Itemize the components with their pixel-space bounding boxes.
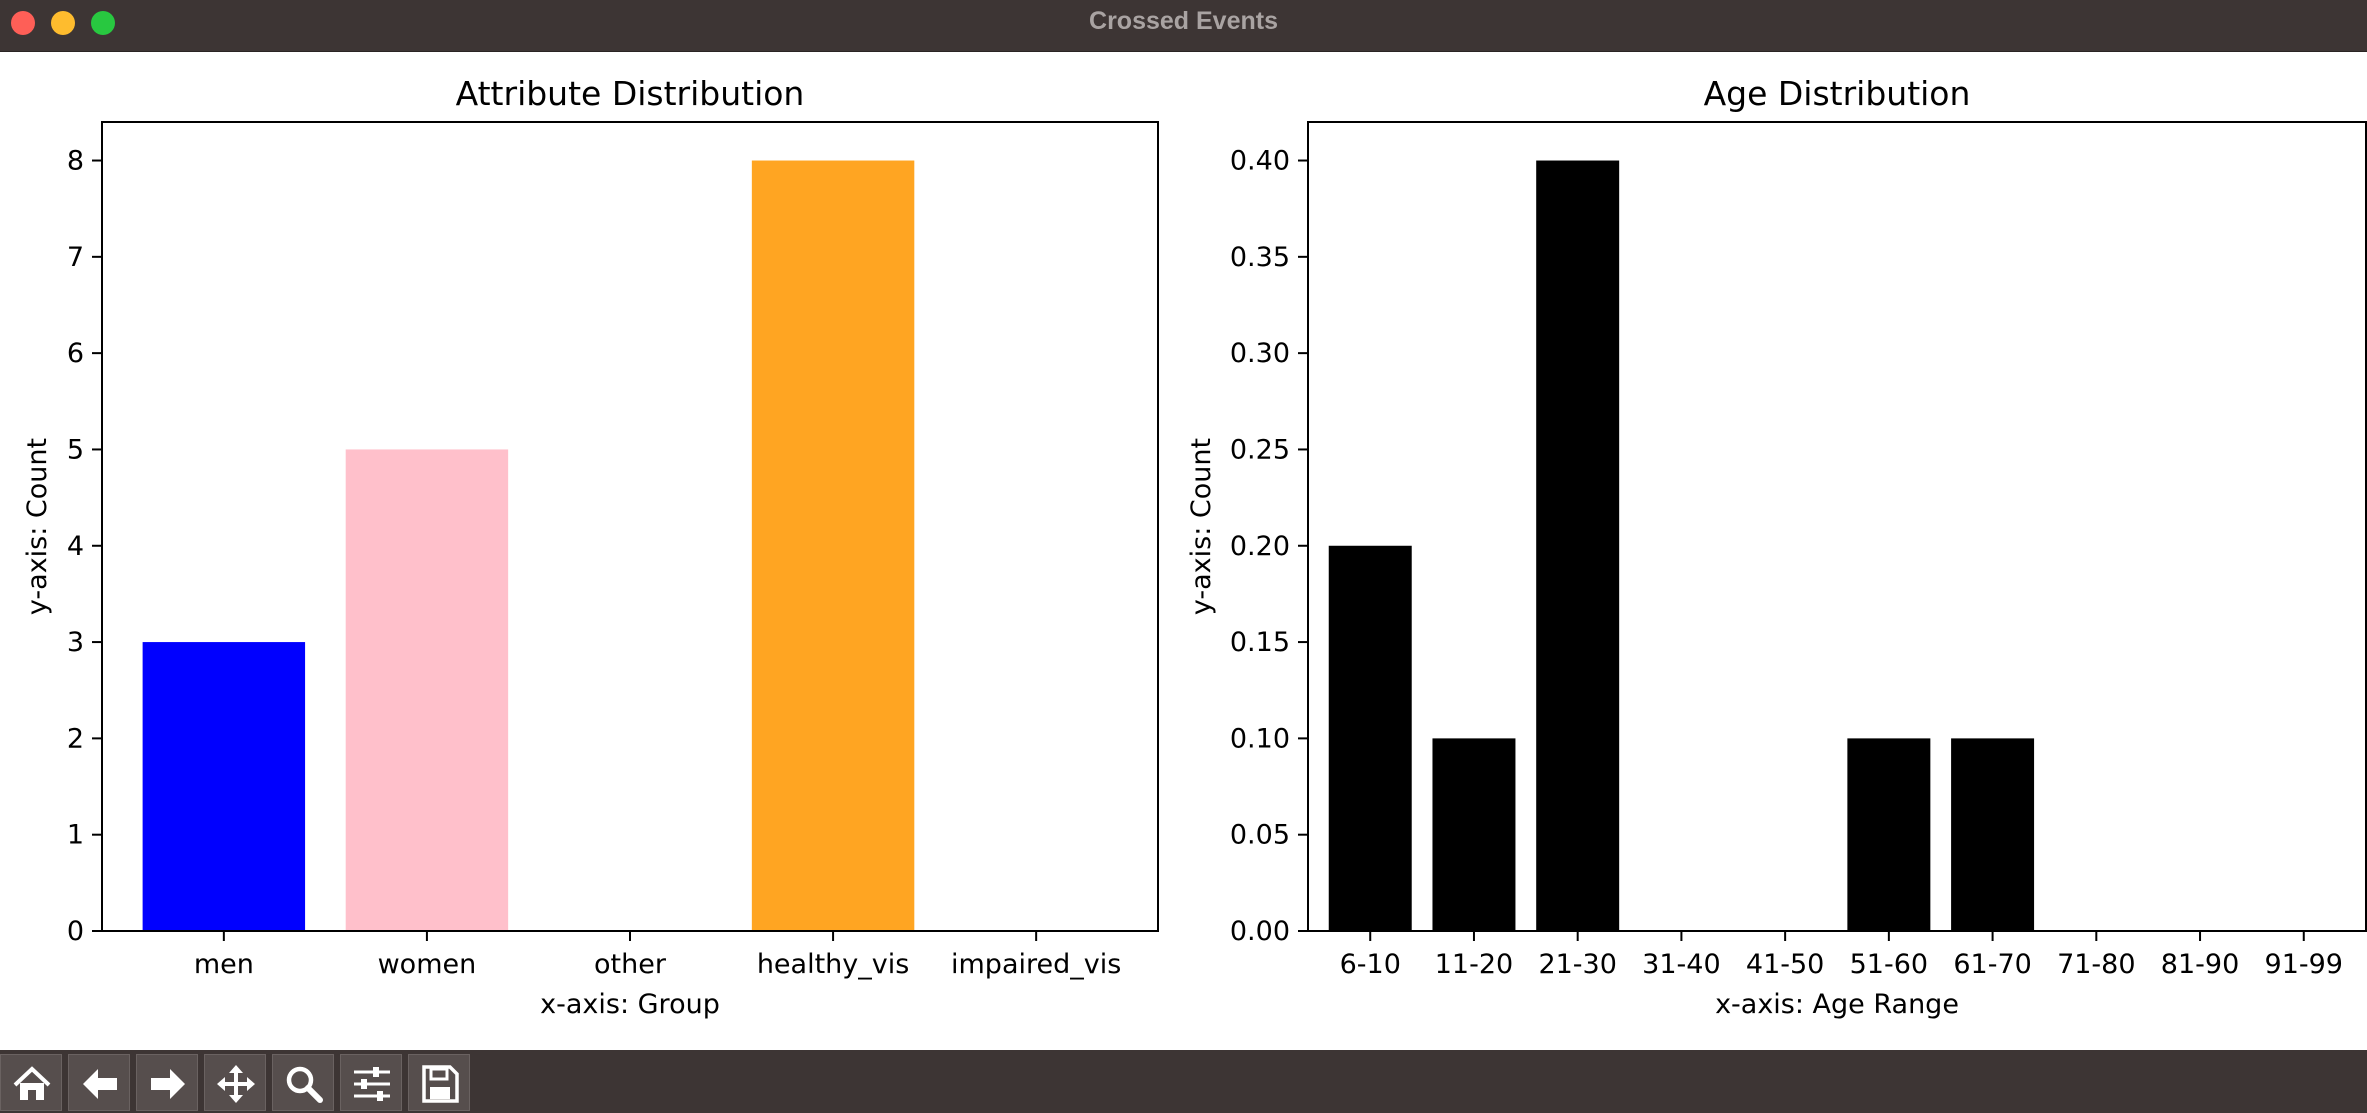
x-tick-label: 31-40 bbox=[1642, 949, 1720, 980]
home-button[interactable] bbox=[0, 1054, 62, 1111]
y-tick-label: 0.25 bbox=[1230, 434, 1290, 465]
bar-6-10 bbox=[1328, 545, 1412, 931]
y-tick-label: 7 bbox=[67, 242, 84, 273]
bar-51-60 bbox=[1847, 738, 1931, 931]
x-tick-label: women bbox=[378, 949, 477, 980]
y-tick-label: 0.00 bbox=[1230, 916, 1290, 947]
y-tick-label: 0.05 bbox=[1230, 820, 1290, 851]
x-tick-label: 6-10 bbox=[1340, 949, 1401, 980]
y-tick-label: 1 bbox=[67, 820, 84, 851]
y-tick-label: 6 bbox=[67, 338, 84, 369]
x-tick-label: 91-99 bbox=[2265, 949, 2343, 980]
bar-men bbox=[142, 642, 306, 931]
close-window-button[interactable] bbox=[11, 11, 35, 35]
x-tick-label: men bbox=[194, 949, 254, 980]
y-tick-label: 0.35 bbox=[1230, 242, 1290, 273]
bar-21-30 bbox=[1536, 160, 1620, 931]
x-tick-label: 81-90 bbox=[2161, 949, 2239, 980]
x-tick-label: impaired_vis bbox=[951, 949, 1121, 980]
x-tick-label: 21-30 bbox=[1538, 949, 1616, 980]
x-tick-label: 51-60 bbox=[1850, 949, 1928, 980]
x-tick-label: 11-20 bbox=[1435, 949, 1513, 980]
forward-button[interactable] bbox=[136, 1054, 198, 1111]
chart-title: Age Distribution bbox=[1704, 74, 1971, 113]
forward-arrow-icon bbox=[151, 1069, 185, 1099]
pan-button[interactable] bbox=[204, 1054, 266, 1111]
minimize-window-button[interactable] bbox=[51, 11, 75, 35]
y-tick-label: 4 bbox=[67, 531, 84, 562]
zoom-magnifier-icon bbox=[286, 1066, 323, 1103]
chart-title: Attribute Distribution bbox=[456, 74, 805, 113]
bar-61-70 bbox=[1951, 738, 2035, 931]
pan-move-icon bbox=[217, 1065, 255, 1103]
back-arrow-icon bbox=[83, 1069, 117, 1099]
save-button[interactable] bbox=[408, 1054, 470, 1111]
axes-frame bbox=[1307, 121, 2367, 932]
home-icon bbox=[13, 1066, 51, 1100]
navigation-toolbar bbox=[0, 1050, 2367, 1113]
y-tick-label: 0.20 bbox=[1230, 531, 1290, 562]
configure-subplots-button[interactable] bbox=[340, 1054, 402, 1111]
y-tick-label: 0.40 bbox=[1230, 146, 1290, 177]
x-axis-label: x-axis: Group bbox=[540, 989, 720, 1020]
y-tick-label: 8 bbox=[67, 146, 84, 177]
bar-11-20 bbox=[1432, 738, 1516, 931]
back-button[interactable] bbox=[68, 1054, 130, 1111]
y-tick-label: 5 bbox=[67, 434, 84, 465]
x-tick-label: other bbox=[594, 949, 667, 980]
x-tick-label: 61-70 bbox=[1953, 949, 2031, 980]
x-axis-label: x-axis: Age Range bbox=[1715, 989, 1959, 1020]
window-title: Crossed Events bbox=[1089, 7, 1278, 35]
bar-healthy_vis bbox=[751, 160, 915, 931]
y-tick-label: 0 bbox=[67, 916, 84, 947]
configure-subplots-icon bbox=[354, 1067, 390, 1101]
save-floppy-icon bbox=[422, 1065, 459, 1103]
figure-canvas[interactable]: 0 1 2 3 4 5 6 7 8 men women other healthy_vis impaire… bbox=[0, 52, 2367, 1050]
y-tick-label: 3 bbox=[67, 627, 84, 658]
x-tick-label: 41-50 bbox=[1746, 949, 1824, 980]
y-tick-label: 0.15 bbox=[1230, 627, 1290, 658]
maximize-window-button[interactable] bbox=[91, 11, 115, 35]
y-axis-label: y-axis: Count bbox=[1186, 438, 1217, 615]
y-tick-label: 2 bbox=[67, 723, 84, 754]
figure-svg: 0 1 2 3 4 5 6 7 8 men women other healthy_vis impaire… bbox=[22, 74, 2367, 1020]
zoom-button[interactable] bbox=[272, 1054, 334, 1111]
x-tick-label: healthy_vis bbox=[757, 949, 910, 980]
bar-women bbox=[345, 449, 509, 931]
y-tick-label: 0.30 bbox=[1230, 338, 1290, 369]
y-tick-label: 0.10 bbox=[1230, 723, 1290, 754]
title-bar: Crossed Events bbox=[0, 0, 2367, 52]
x-tick-label: 71-80 bbox=[2057, 949, 2135, 980]
y-axis-label: y-axis: Count bbox=[22, 438, 53, 615]
